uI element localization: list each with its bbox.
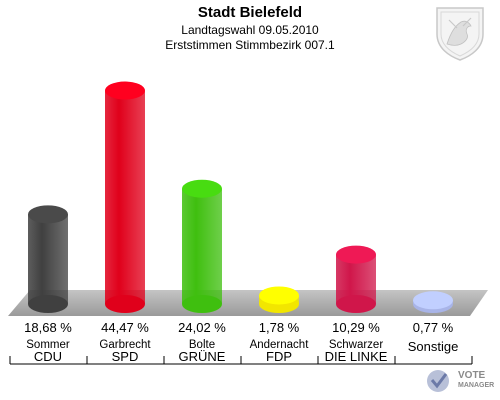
party-label: DIE LINKE: [324, 349, 388, 364]
bar-cdu: [28, 205, 68, 313]
bar-sonstige: [413, 291, 453, 313]
chart-subtitle-election: Landtagswahl 09.05.2010: [181, 23, 319, 37]
value-label: 24,02 %: [178, 320, 226, 335]
bar-gr-ne: [182, 179, 222, 313]
value-label: 10,29 %: [332, 320, 380, 335]
category-separators: [9, 356, 473, 365]
candidate-label: Andernacht: [249, 339, 309, 351]
candidate-label: Garbrecht: [99, 339, 151, 351]
candidate-label: Bolte: [188, 339, 216, 351]
value-label: 18,68 %: [24, 320, 72, 335]
party-label: Sonstige: [407, 339, 459, 354]
party-label: CDU: [33, 349, 63, 364]
candidate-label: Sommer: [26, 339, 70, 351]
value-label: 1,78 %: [258, 320, 300, 335]
candidate-label: Schwarzer: [328, 339, 384, 351]
party-label: GRÜNE: [178, 349, 226, 364]
chart-title: Stadt Bielefeld: [197, 4, 303, 21]
vote-manager-logo: [427, 370, 449, 392]
value-label: 0,77 %: [412, 320, 454, 335]
value-label: 44,47 %: [101, 320, 149, 335]
logo-text-manager: MANAGER: [458, 382, 495, 389]
bar-die-linke: [336, 245, 376, 313]
bar-spd: [105, 81, 145, 313]
party-label: SPD: [111, 349, 139, 364]
chart-subtitle-district: Erststimmen Stimmbezirk 007.1: [165, 38, 335, 52]
logo-text-vote: VOTE: [458, 370, 486, 381]
coat-of-arms-icon: [436, 7, 484, 61]
party-label: FDP: [266, 349, 292, 364]
bar-fdp: [259, 286, 299, 313]
